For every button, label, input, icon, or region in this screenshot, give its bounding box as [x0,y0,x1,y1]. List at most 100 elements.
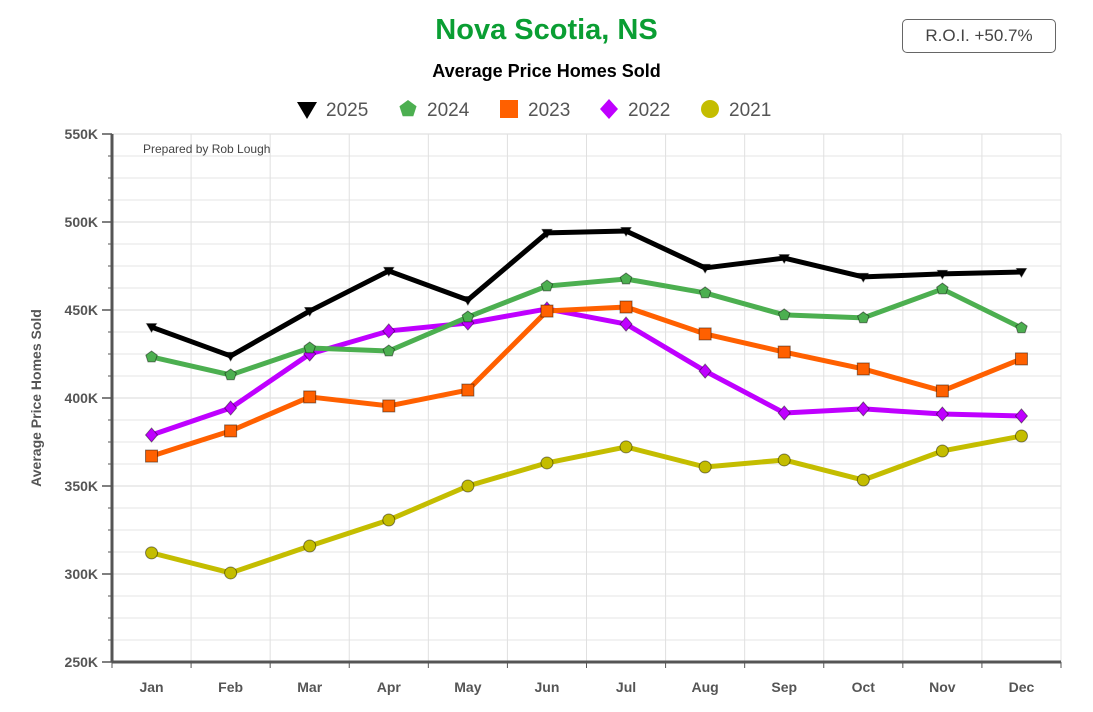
legend-item-2024[interactable]: 2024 [399,100,470,121]
data-point-2021 [698,460,712,474]
chart-subtitle: Average Price Homes Sold [432,61,661,81]
legend-label: 2021 [729,100,771,121]
x-tick-label: Sep [771,679,797,695]
legend-label: 2023 [528,100,570,121]
x-tick-label: Jul [616,679,636,695]
data-point-2024 [461,310,475,323]
series-line-2025 [150,228,1022,359]
y-tick-label: 250K [65,654,98,670]
data-point-2022 [619,316,633,332]
legend-item-2021[interactable]: 2021 [701,100,771,121]
data-point-2021 [303,539,317,553]
data-point-2023 [382,399,396,413]
data-point-2024 [303,341,317,354]
x-tick-label: Jan [139,679,163,695]
data-point-2023 [145,449,159,463]
data-point-2025 [541,228,553,239]
x-tick-label: Nov [929,679,956,695]
chart-title: Nova Scotia, NS [435,14,658,46]
legend-marker-2024 [399,100,417,117]
x-tick-label: Aug [692,679,719,695]
x-tick-label: Jun [535,679,560,695]
data-point-2022 [382,323,396,339]
y-tick-label: 550K [65,126,98,142]
x-tick-label: Oct [852,679,876,695]
data-point-2023 [303,390,317,404]
data-point-2022 [935,406,950,422]
y-tick-label: 400K [65,390,98,406]
data-point-2024 [698,286,712,299]
legend-item-2022[interactable]: 2022 [600,99,670,121]
legend-marker-2025 [297,102,317,119]
data-point-2024 [224,368,237,381]
data-point-2021 [856,473,870,487]
data-point-2025 [620,226,632,237]
data-point-2024 [1015,321,1028,334]
data-point-2021 [540,456,554,470]
series-line-2022 [150,306,1022,438]
data-point-2021 [1014,429,1028,443]
data-point-2025 [382,266,395,277]
data-point-2021 [935,444,949,458]
data-point-2024 [856,311,870,324]
data-point-2025 [145,323,158,334]
roi-badge[interactable]: R.O.I. +50.7% [902,19,1056,53]
data-point-2024 [382,344,396,357]
data-point-2024 [936,282,949,295]
legend-marker-2021 [701,100,719,118]
legend-marker-2023 [500,100,518,118]
data-point-2022 [698,363,712,379]
series-line-2023 [150,304,1023,459]
legend-label: 2024 [427,100,470,121]
data-point-2025 [699,263,711,274]
x-tick-label: Feb [218,679,243,695]
legend-item-2025[interactable]: 2025 [297,100,368,121]
y-tick-label: 450K [65,302,98,318]
legend-marker-2022 [600,99,618,119]
y-tick-label: 350K [65,478,98,494]
y-tick-label: 500K [65,214,98,230]
data-point-2023 [224,424,238,438]
data-point-2023 [540,304,554,318]
data-point-2025 [303,307,316,318]
y-axis-label: Average Price Homes Sold [28,309,44,487]
data-point-2025 [936,269,949,280]
x-tick-label: May [454,679,481,695]
series-line-2021 [150,433,1022,576]
data-point-2024 [777,308,791,321]
data-point-2022 [144,427,159,443]
x-tick-label: Dec [1009,679,1035,695]
data-point-2025 [857,272,870,283]
prepared-by-note: Prepared by Rob Lough [143,142,270,156]
series-line-2024 [150,276,1023,378]
data-point-2025 [778,254,791,265]
data-point-2021 [224,566,238,580]
legend-item-2023[interactable]: 2023 [500,100,570,121]
data-point-2021 [461,479,475,493]
x-tick-label: Apr [377,679,402,695]
legend-label: 2025 [326,100,368,121]
data-point-2023 [1014,352,1028,366]
data-point-2021 [145,546,159,560]
data-point-2023 [461,383,475,397]
data-point-2022 [856,401,870,417]
data-point-2023 [856,362,870,376]
x-tick-label: Mar [297,679,322,695]
data-point-2023 [619,300,633,314]
data-point-2023 [777,345,791,359]
data-point-2022 [223,400,238,416]
data-point-2021 [619,440,633,454]
data-point-2021 [777,453,791,467]
data-point-2022 [1014,408,1029,424]
data-point-2025 [462,295,474,306]
data-point-2023 [935,384,949,398]
legend-label: 2022 [628,100,670,121]
data-point-2024 [540,279,554,292]
data-point-2022 [777,405,791,421]
data-point-2024 [619,272,633,285]
data-point-2021 [382,513,396,527]
data-point-2025 [224,351,237,362]
data-point-2025 [1015,267,1028,278]
